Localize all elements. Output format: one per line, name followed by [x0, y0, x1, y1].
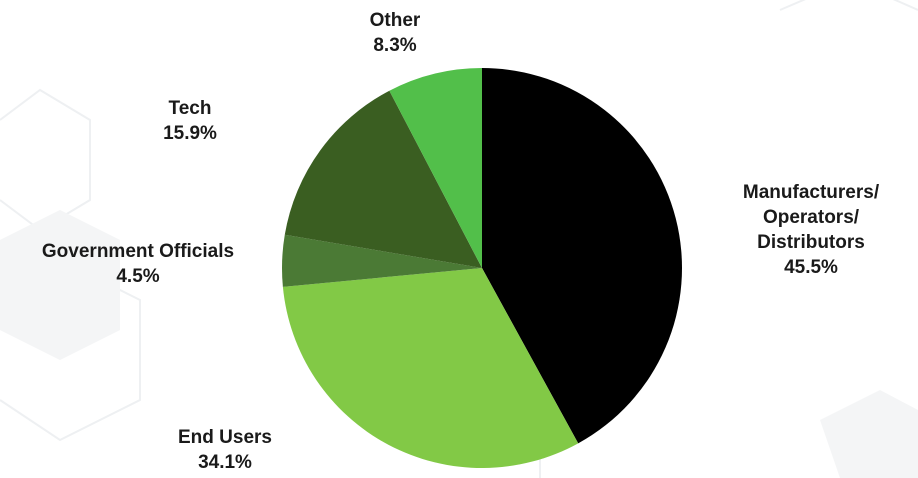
slice-label-line: Other	[369, 10, 421, 31]
pie-slice-manufacturers	[482, 68, 683, 444]
slice-label-line: Government Officials	[41, 241, 235, 262]
slice-label-manufacturers: Manufacturers/ Operators/ Distributors 4…	[716, 180, 906, 280]
slice-value: 34.1%	[198, 452, 252, 473]
slice-value: 15.9%	[163, 123, 217, 144]
slice-label-line: Tech	[168, 98, 212, 119]
slice-label-government-officials: Government Officials 4.5%	[0, 239, 276, 289]
slice-label-line: Operators/	[762, 207, 860, 228]
pie-slice-tech	[284, 90, 482, 269]
slice-label-tech: Tech 15.9%	[130, 96, 250, 146]
pie-slice-other	[389, 67, 482, 268]
slice-label-end-users: End Users 34.1%	[150, 425, 300, 475]
pie-slice-government-officials	[282, 234, 482, 287]
slice-value: 4.5%	[116, 266, 160, 287]
slice-label-other: Other 8.3%	[350, 8, 440, 58]
slice-value: 8.3%	[373, 35, 417, 56]
slice-label-line: End Users	[178, 427, 272, 448]
slice-value: 45.5%	[784, 257, 838, 278]
pie-slice-end-users	[282, 268, 579, 469]
slice-label-line: Manufacturers/	[742, 182, 880, 203]
slice-label-line: Distributors	[757, 232, 865, 253]
